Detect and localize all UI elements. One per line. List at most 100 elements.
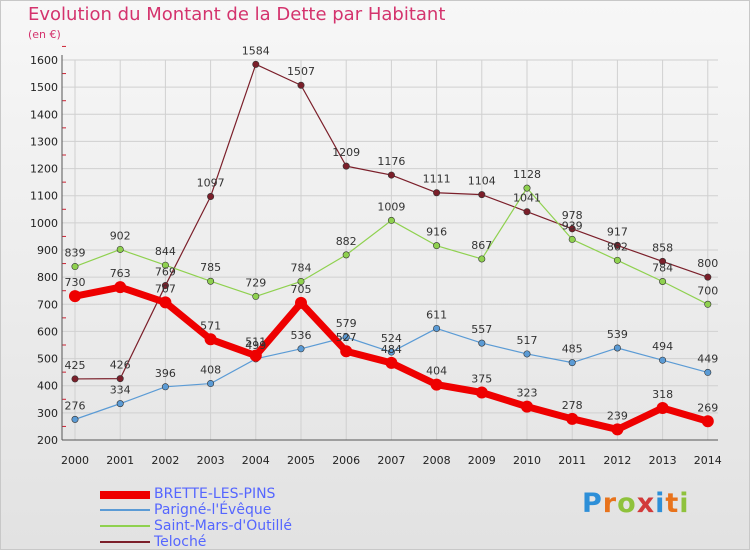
data-label: 239	[607, 409, 628, 422]
legend-swatch-parigne	[100, 509, 150, 511]
data-point	[704, 368, 712, 376]
data-point	[523, 184, 531, 192]
data-point	[568, 359, 576, 367]
data-point	[568, 235, 576, 243]
y-tick-label: 400	[37, 380, 58, 393]
data-label: 785	[200, 261, 221, 274]
data-label: 611	[426, 308, 447, 321]
data-label: 784	[291, 261, 312, 274]
data-point	[116, 400, 124, 408]
data-point	[701, 415, 714, 428]
data-point	[704, 273, 712, 281]
data-point	[430, 378, 443, 391]
proxiti-logo[interactable]: Proxiti	[582, 488, 690, 519]
y-tick-label: 800	[37, 271, 58, 284]
chart-title: Evolution du Montant de la Dette par Hab…	[28, 4, 446, 25]
y-tick-label: 700	[37, 298, 58, 311]
data-point	[613, 256, 621, 264]
data-point	[69, 290, 81, 303]
logo-letter: r	[602, 488, 618, 519]
series-lines	[69, 60, 714, 436]
data-point	[71, 415, 79, 423]
data-label: 517	[517, 334, 538, 347]
data-label: 499	[245, 339, 266, 352]
data-point	[433, 189, 441, 197]
data-label: 1111	[423, 173, 451, 186]
data-label: 494	[652, 340, 673, 353]
data-label: 425	[65, 359, 86, 372]
y-tick-label: 1100	[30, 190, 58, 203]
y-tick-label: 1600	[30, 54, 58, 67]
data-point	[207, 193, 215, 201]
data-label: 705	[291, 283, 312, 296]
data-point	[659, 356, 667, 364]
data-label: 536	[291, 329, 312, 342]
data-point	[478, 255, 486, 263]
data-point	[566, 412, 579, 425]
x-tick-label: 2003	[197, 454, 225, 467]
data-label: 769	[155, 266, 176, 279]
x-tick-label: 2007	[377, 454, 405, 467]
legend-item-saint-mars[interactable]: Saint-Mars-d'Outillé	[100, 518, 360, 534]
y-tick-label: 1500	[30, 81, 58, 94]
axes	[61, 45, 718, 441]
data-label: 557	[471, 323, 492, 336]
x-axis-ticks: 2000 2001 2002 2003 2004 2005 2006 2007 2008 2009…	[61, 454, 722, 467]
data-label: 511	[245, 336, 266, 349]
y-tick-label: 300	[37, 407, 58, 420]
data-label: 524	[381, 332, 402, 345]
legend-swatch-brette	[100, 491, 150, 499]
legend-label-saint-mars: Saint-Mars-d'Outillé	[154, 518, 292, 534]
data-point	[656, 401, 669, 414]
data-label: 1128	[513, 168, 541, 181]
data-point	[71, 375, 79, 383]
data-point	[475, 386, 488, 399]
legend-item-parigne[interactable]: Parigné-l'Évêque	[100, 502, 360, 518]
data-label: 700	[697, 284, 718, 297]
data-label: 784	[652, 261, 673, 274]
data-point	[659, 277, 667, 285]
data-label: 1584	[242, 44, 270, 57]
data-point	[613, 344, 621, 352]
data-label: 882	[336, 235, 357, 248]
legend-item-teloche[interactable]: Teloché	[100, 534, 360, 550]
x-tick-label: 2004	[242, 454, 270, 467]
data-point	[387, 171, 395, 179]
x-tick-label: 2006	[332, 454, 360, 467]
data-label: 527	[336, 331, 357, 344]
data-label: 916	[426, 226, 447, 239]
x-tick-label: 2008	[423, 454, 451, 467]
data-point	[207, 380, 215, 388]
data-label: 1097	[197, 177, 225, 190]
x-tick-label: 2013	[649, 454, 677, 467]
data-point	[478, 191, 486, 199]
legend-item-brette[interactable]: BRETTE-LES-PINS	[100, 486, 360, 502]
x-tick-label: 2000	[61, 454, 89, 467]
data-label: 1009	[377, 200, 405, 213]
y-tick-label: 600	[37, 325, 58, 338]
data-label: 902	[110, 229, 131, 242]
data-label: 269	[697, 401, 718, 414]
y-tick-label: 1200	[30, 163, 58, 176]
x-tick-label: 2001	[106, 454, 134, 467]
data-point	[116, 375, 124, 383]
data-label: 375	[471, 373, 492, 386]
logo-letter: P	[582, 488, 603, 519]
data-point	[342, 162, 350, 170]
data-point	[161, 261, 169, 269]
data-label: 763	[110, 267, 131, 280]
y-tick-label: 1300	[30, 135, 58, 148]
data-label: 278	[562, 399, 583, 412]
data-point	[387, 348, 395, 356]
data-point	[297, 277, 305, 285]
data-point	[114, 281, 127, 294]
data-point	[433, 242, 441, 250]
y-tick-label: 1000	[30, 217, 58, 230]
data-point	[704, 300, 712, 308]
y-tick-label: 500	[37, 353, 58, 366]
data-point	[523, 208, 531, 216]
logo-letter: i	[655, 488, 666, 519]
x-tick-label: 2012	[603, 454, 631, 467]
data-label: 1507	[287, 65, 315, 78]
data-label: 485	[562, 343, 583, 356]
